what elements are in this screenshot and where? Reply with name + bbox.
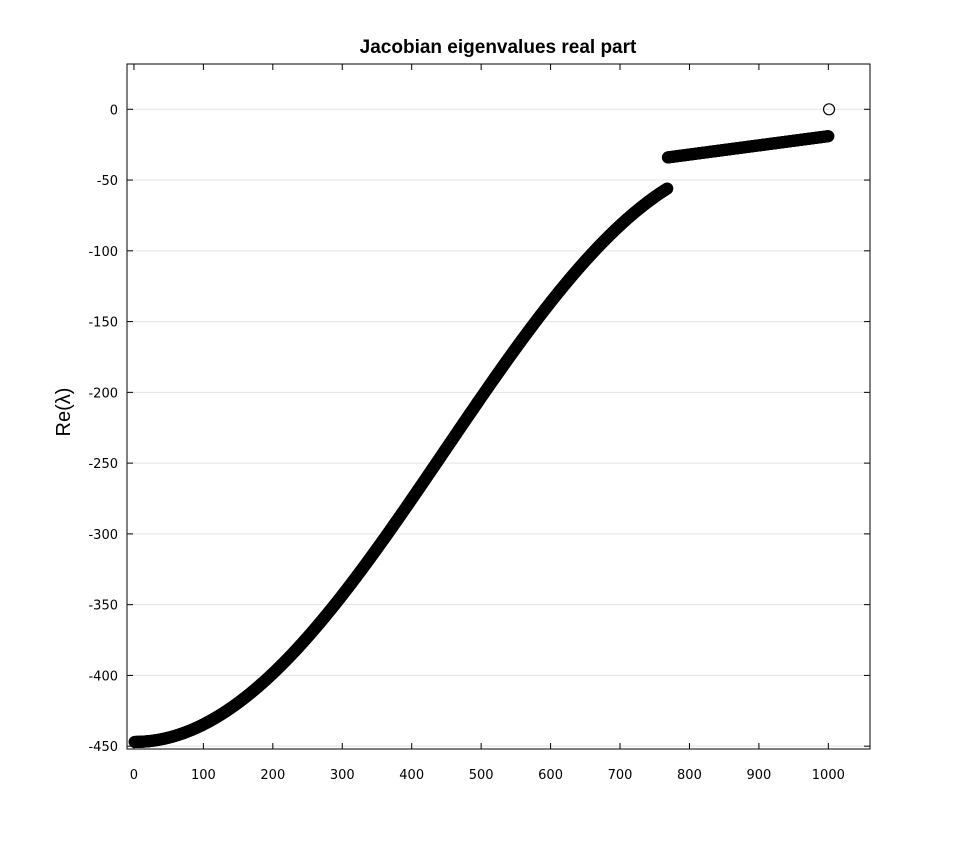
x-tick-label: 0 [130, 768, 138, 783]
y-tick-label: -50 [97, 174, 118, 189]
x-tick-label: 100 [191, 768, 216, 783]
data-points [128, 103, 836, 749]
x-tick-label: 1000 [812, 768, 845, 783]
y-tick-label: -350 [88, 599, 118, 614]
x-tick-label: 700 [608, 768, 633, 783]
y-tick-label: -150 [88, 316, 118, 331]
data-point [661, 182, 674, 195]
y-tick-label: -200 [88, 386, 118, 401]
chart-title: Jacobian eigenvalues real part [360, 37, 637, 58]
y-gridlines [127, 108, 870, 747]
y-tick-label: -400 [88, 669, 118, 684]
y-tick-label: -300 [88, 528, 118, 543]
y-axis-ticks: 0 -50 -100 -150 -200 -250 -300 -350 -400 -450 [88, 103, 870, 755]
x-tick-label: 600 [538, 768, 563, 783]
x-tick-label: 500 [469, 768, 494, 783]
y-axis-label: Re(λ) [53, 388, 75, 437]
x-tick-label: 300 [330, 768, 355, 783]
y-tick-label: -450 [88, 740, 118, 755]
y-tick-label: -250 [88, 457, 118, 472]
y-tick-label: -100 [88, 245, 118, 260]
x-axis-ticks: 0 100 200 300 400 500 600 700 800 900 1000 [130, 64, 845, 783]
x-tick-label: 900 [746, 768, 771, 783]
plot-area: 0 -50 -100 -150 -200 -250 -300 -350 -400 -450 0 10… [88, 63, 871, 783]
axes-box [126, 63, 871, 750]
x-tick-label: 200 [260, 768, 285, 783]
y-tick-label: 0 [110, 103, 118, 118]
x-tick-label: 800 [677, 768, 702, 783]
data-point [822, 103, 836, 116]
x-tick-label: 400 [399, 768, 424, 783]
data-point [822, 130, 835, 143]
